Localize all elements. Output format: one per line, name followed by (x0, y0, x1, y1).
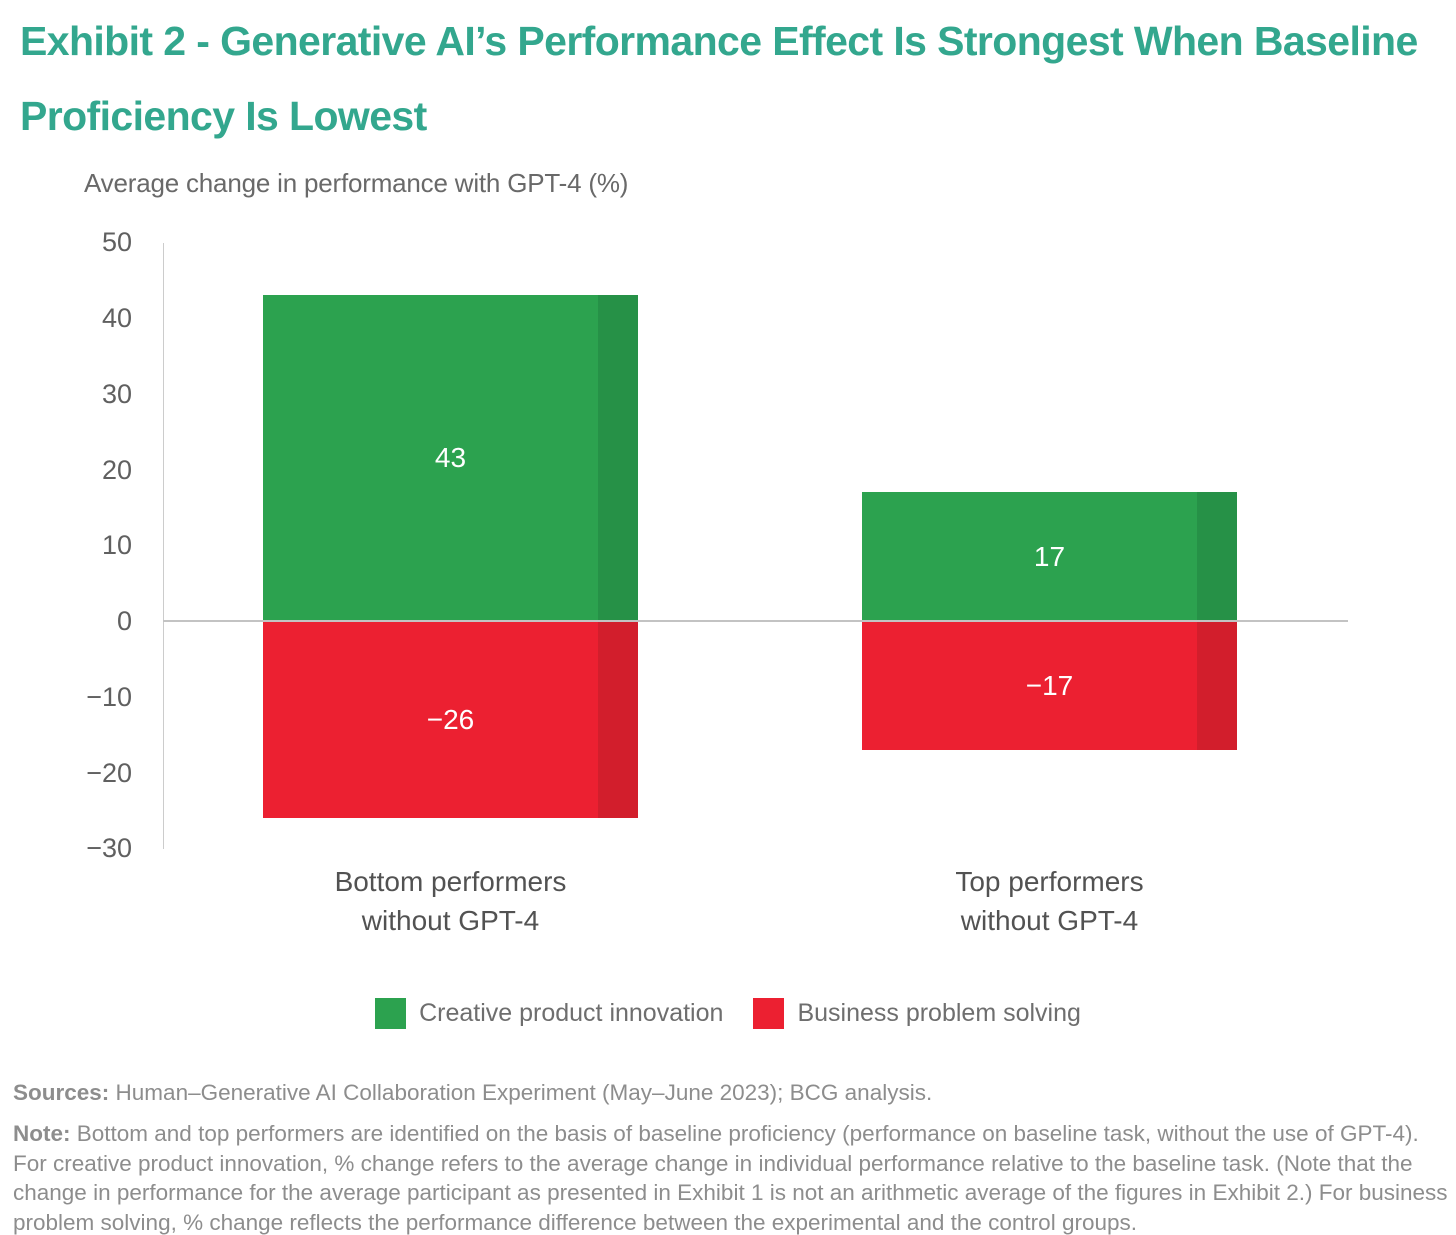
legend-item-creative: Creative product innovation (375, 998, 723, 1029)
bar-business-group1: −26 (263, 621, 638, 818)
note-text: Bottom and top performers are identified… (13, 1121, 1448, 1235)
note-label: Note: (13, 1121, 71, 1146)
bar-creative-group1: 43 (263, 295, 638, 621)
bar-value-label: 43 (434, 442, 467, 473)
bar-value-label: −17 (1025, 669, 1074, 701)
bar-shade-strip (598, 621, 638, 818)
bar-shade-strip (598, 295, 638, 621)
bar-value-label: 17 (1033, 540, 1066, 572)
chart-legend: Creative product innovation Business pro… (0, 998, 1456, 1029)
sources-label: Sources: (13, 1080, 110, 1105)
y-tick-label: 10 (101, 530, 132, 561)
bar-chart: 50 40 30 20 10 0 −10 −20 −30 43 17 −26 −17 Bottom p… (86, 227, 1348, 936)
category-label-group1: Bottom performers without GPT-4 (334, 866, 567, 936)
zero-baseline (163, 620, 1348, 622)
sources-line: Sources: Human–Generative AI Collaborati… (13, 1078, 1450, 1108)
legend-swatch-red (753, 998, 785, 1029)
y-axis-line (163, 243, 164, 849)
bar-creative-group2: 17 (862, 492, 1237, 621)
bar-shade-strip (1197, 621, 1237, 750)
note-block: Note: Bottom and top performers are iden… (13, 1119, 1450, 1235)
bar-shade-strip (1197, 492, 1237, 621)
legend-item-business: Business problem solving (753, 998, 1081, 1029)
y-tick-label: 0 (116, 606, 132, 636)
bar-value-label: −26 (426, 703, 475, 735)
y-tick-label: 30 (101, 378, 132, 409)
y-tick-label: −10 (86, 681, 132, 712)
legend-label: Creative product innovation (419, 999, 724, 1027)
y-tick-label: 20 (101, 454, 132, 485)
y-tick-label: −30 (86, 833, 132, 864)
y-tick-label: −20 (86, 757, 132, 788)
y-tick-label: 50 (101, 227, 132, 258)
bar-business-group2: −17 (862, 621, 1237, 750)
exhibit-title: Exhibit 2 - Generative AI’s Performance … (20, 18, 1418, 139)
y-axis-title: Average change in performance with GPT-4… (84, 168, 629, 198)
legend-swatch-green (375, 998, 407, 1029)
category-label-group2: Top performers without GPT-4 (955, 866, 1144, 936)
y-tick-label: 40 (101, 303, 132, 333)
legend-label: Business problem solving (797, 999, 1081, 1027)
sources-text: Human–Generative AI Collaboration Experi… (109, 1080, 933, 1105)
